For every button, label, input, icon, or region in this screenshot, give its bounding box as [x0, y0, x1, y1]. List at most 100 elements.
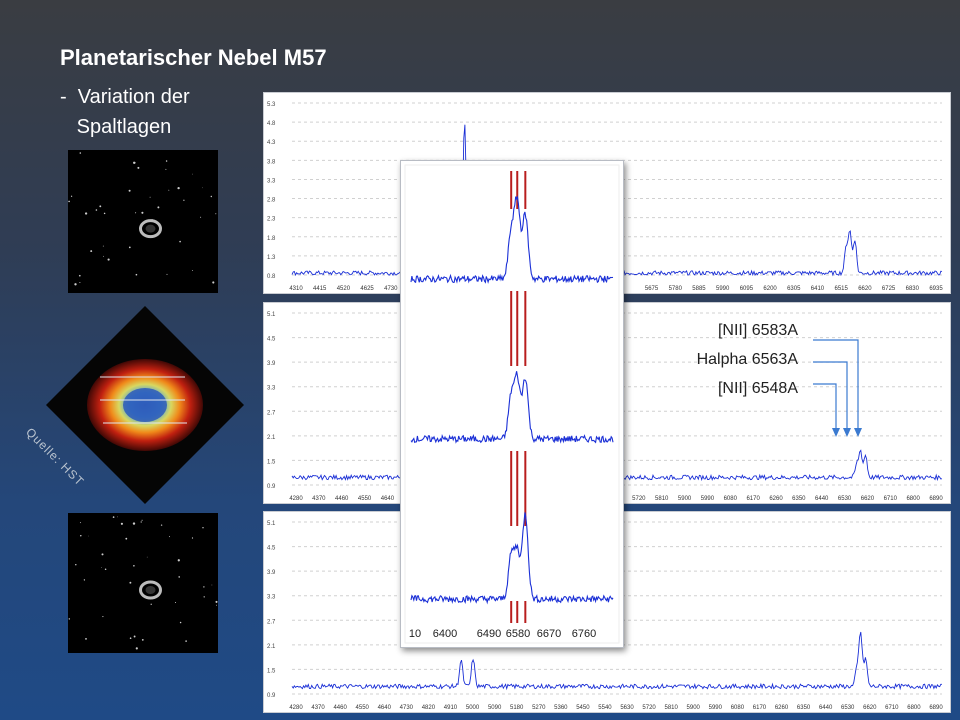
star	[68, 200, 70, 203]
star	[177, 186, 180, 190]
y-tick-label: 1.3	[267, 255, 276, 261]
x-tick-label: 4625	[360, 286, 374, 292]
m57-image-bottom	[68, 513, 218, 653]
x-tick-label: 5270	[532, 705, 546, 711]
star	[90, 250, 93, 253]
x-tick-label: 4730	[400, 705, 414, 711]
star	[80, 535, 82, 537]
x-tick-label: 5630	[620, 705, 634, 711]
star	[150, 603, 152, 605]
x-tick-label: 6935	[929, 286, 943, 292]
m57-image-top	[68, 150, 218, 293]
star	[212, 281, 215, 284]
y-tick-label: 2.8	[267, 198, 276, 204]
star	[133, 565, 135, 567]
x-tick-label: 6080	[724, 496, 738, 502]
halpha-nii-zoom-inset: 10 6400 6490 6580 6670 6760	[400, 160, 624, 648]
x-tick-label: 5810	[664, 705, 678, 711]
star	[79, 152, 82, 154]
y-tick-label: 0.9	[267, 484, 276, 490]
star	[169, 536, 170, 538]
x-tick-label: 4460	[333, 705, 347, 711]
star	[102, 245, 104, 247]
x-tick-label: 4370	[312, 496, 326, 502]
x-tick-label: 6710	[884, 496, 898, 502]
x-tick-label: 4730	[384, 286, 398, 292]
y-tick-label: 3.3	[267, 595, 276, 601]
x-tick-label: 6800	[907, 705, 921, 711]
m57-ring	[139, 219, 162, 239]
x-tick-label: 4415	[313, 286, 327, 292]
star	[183, 199, 185, 201]
star	[215, 213, 217, 215]
x-tick-label: 4640	[378, 705, 392, 711]
star	[128, 246, 131, 249]
x-tick-label: 5180	[510, 705, 524, 711]
x-tick-label: 5990	[701, 496, 715, 502]
y-tick-label: 1.5	[267, 668, 276, 674]
star	[141, 211, 144, 214]
star	[203, 586, 205, 588]
y-tick-label: 2.1	[267, 644, 276, 650]
star	[135, 212, 137, 214]
x-tick-label: 5810	[655, 496, 669, 502]
y-tick-label: 0.8	[267, 274, 276, 280]
star	[129, 581, 132, 584]
y-tick-label: 4.3	[267, 140, 276, 146]
star	[202, 527, 204, 529]
star	[166, 273, 168, 275]
star	[141, 638, 144, 641]
x-tick-label: 4280	[289, 705, 303, 711]
y-tick-label: 2.7	[267, 619, 276, 625]
x-tick-label: 6890	[929, 496, 943, 502]
star	[174, 601, 177, 604]
star	[211, 584, 213, 586]
star	[177, 559, 180, 562]
label-halpha-6563: Halpha 6563A	[696, 351, 798, 368]
x-tick-label: 6260	[769, 496, 783, 502]
y-tick-label: 3.9	[267, 570, 276, 576]
star	[78, 274, 81, 277]
x-tick-label: 4550	[358, 496, 372, 502]
star	[95, 209, 98, 211]
x-tick-label: 4520	[337, 286, 351, 292]
star	[192, 173, 193, 175]
x-tick-label: 4820	[422, 705, 436, 711]
y-tick-label: 4.5	[267, 546, 276, 552]
star	[165, 168, 167, 170]
star	[83, 579, 86, 581]
star	[120, 522, 123, 525]
x-tick-label: 5900	[678, 496, 692, 502]
y-tick-label: 4.5	[267, 337, 276, 343]
star	[88, 535, 89, 537]
inset-x-tick-label: 6760	[572, 628, 596, 640]
y-tick-label: 3.9	[267, 361, 276, 367]
x-tick-label: 4910	[444, 705, 458, 711]
star	[132, 522, 136, 525]
inset-x-tick-label: 6400	[433, 628, 457, 640]
inset-spectrum-line	[410, 195, 614, 284]
star	[168, 189, 170, 191]
x-tick-label: 5780	[669, 286, 683, 292]
x-tick-label: 4460	[335, 496, 349, 502]
x-tick-label: 6530	[838, 496, 852, 502]
x-tick-label: 6200	[763, 286, 777, 292]
m57-ring	[139, 580, 162, 600]
x-tick-label: 4310	[289, 286, 303, 292]
x-tick-label: 5360	[554, 705, 568, 711]
star	[129, 637, 132, 640]
x-tick-label: 5000	[466, 705, 480, 711]
x-tick-label: 5720	[642, 705, 656, 711]
x-tick-label: 5450	[576, 705, 590, 711]
star	[149, 196, 151, 198]
star	[178, 576, 180, 578]
star	[101, 553, 104, 556]
x-tick-label: 5990	[709, 705, 723, 711]
star	[141, 519, 143, 521]
x-tick-label: 6890	[929, 705, 943, 711]
star	[185, 640, 187, 642]
x-tick-label: 5090	[488, 705, 502, 711]
y-tick-label: 0.9	[267, 693, 276, 699]
x-tick-label: 5675	[645, 286, 659, 292]
star	[125, 537, 128, 540]
